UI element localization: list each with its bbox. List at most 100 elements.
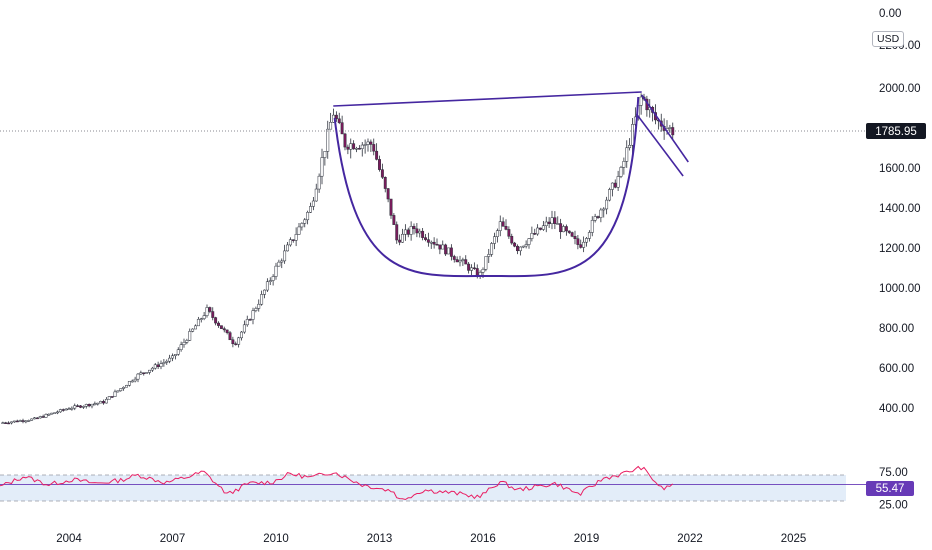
time-axis[interactable]: 2004 2007 2010 2013 2016 2019 2022 2025 <box>56 533 806 545</box>
candle-body <box>286 244 289 252</box>
candle-body <box>616 176 620 188</box>
time-tick-label: 2025 <box>781 533 807 545</box>
candle-body <box>608 189 611 201</box>
candle-body <box>449 247 453 257</box>
candle-body <box>113 391 117 397</box>
candle-body <box>156 364 160 367</box>
candle-body <box>73 405 77 409</box>
candle-body <box>323 151 327 158</box>
candle-body <box>240 331 243 339</box>
candle-body <box>602 208 606 211</box>
candle-body <box>590 220 594 233</box>
candle-body <box>418 230 422 234</box>
cup-curve[interactable] <box>333 96 640 278</box>
candle-body <box>1 422 5 424</box>
candle-body <box>562 226 565 233</box>
candle-body <box>67 408 71 410</box>
candle-body <box>271 276 275 281</box>
candle-body <box>306 212 310 221</box>
candle-body <box>44 414 48 418</box>
candle-body <box>116 390 120 393</box>
trendline[interactable] <box>635 113 684 177</box>
candle-body <box>619 167 623 177</box>
candle-body <box>35 417 39 420</box>
candle-body <box>527 238 531 245</box>
candle-body <box>150 367 154 371</box>
price-axis[interactable]: 0.002200.002000.001800.001600.001400.001… <box>879 8 921 415</box>
candle-body <box>15 420 19 423</box>
candle-body <box>392 215 396 225</box>
candle-body <box>96 402 100 405</box>
candle-body <box>176 349 180 355</box>
trendline[interactable] <box>641 94 689 163</box>
candle-body <box>219 325 223 329</box>
candle-body <box>504 226 508 230</box>
candle-body <box>352 143 356 150</box>
candle-body <box>524 244 528 247</box>
candle-body <box>27 420 31 422</box>
candle-body <box>107 396 111 400</box>
candle-body <box>513 242 517 247</box>
price-tick-label: 2000.00 <box>879 83 921 95</box>
candle-body <box>556 223 560 225</box>
candle-body <box>334 114 338 120</box>
price-tick-label: 1000.00 <box>879 283 921 295</box>
candle-body <box>58 409 62 413</box>
rsi-tick-label: 25.00 <box>879 499 908 511</box>
candle-body <box>171 355 174 359</box>
pattern-drawings[interactable] <box>333 91 689 278</box>
candle-body <box>533 233 537 235</box>
candle-body <box>541 225 545 230</box>
price-badge-text: 1785.95 <box>875 126 917 138</box>
candle-body <box>501 221 505 227</box>
candle-body <box>490 243 494 255</box>
candle-body <box>337 118 341 123</box>
candle-body <box>53 412 57 414</box>
candle-body <box>495 230 499 237</box>
candle-body <box>102 401 105 404</box>
candle-body <box>248 319 252 321</box>
candle-body <box>610 182 614 190</box>
candle-body <box>378 159 381 170</box>
candle-body <box>79 405 82 408</box>
candle-body <box>61 409 65 411</box>
candle-body <box>317 175 321 190</box>
candle-body <box>355 148 358 150</box>
candle-body <box>585 238 588 243</box>
rsi-band-fill <box>0 475 846 501</box>
candle-body <box>237 337 241 345</box>
candle-body <box>472 267 476 270</box>
candle-body <box>429 241 433 244</box>
candle-body <box>593 216 597 221</box>
candle-body <box>639 96 643 106</box>
candle-body <box>487 254 491 257</box>
candle-body <box>70 407 74 410</box>
candle-body <box>33 417 36 420</box>
candle-body <box>194 325 197 330</box>
candle-body <box>263 289 266 295</box>
trendline[interactable] <box>333 91 642 107</box>
rsi-series <box>0 465 674 501</box>
candle-body <box>415 228 419 234</box>
candle-body <box>182 342 186 346</box>
currency-label[interactable]: USD <box>872 31 905 47</box>
candle-body <box>309 206 312 213</box>
candle-body <box>148 369 151 373</box>
candle-body <box>24 420 28 423</box>
rsi-band <box>0 474 866 502</box>
time-tick-label: 2007 <box>160 533 186 545</box>
candle-body <box>142 372 146 374</box>
price-tick-label: 800.00 <box>879 323 914 335</box>
candle-body <box>99 401 103 404</box>
candle-body <box>389 198 393 216</box>
candle-body <box>421 230 425 238</box>
candle-body <box>288 239 292 246</box>
candle-body <box>314 188 318 202</box>
candle-body <box>576 238 580 245</box>
candle-body <box>567 230 571 233</box>
candle-body <box>343 133 347 148</box>
candle-body <box>587 232 591 239</box>
price-tick-label: 1400.00 <box>879 203 921 215</box>
